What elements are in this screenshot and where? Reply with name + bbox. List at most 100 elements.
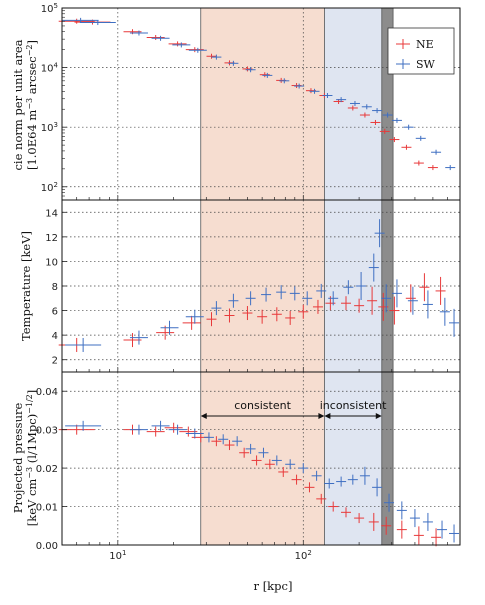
point-temp-ne xyxy=(242,306,253,321)
point-pressure-sw xyxy=(449,524,460,543)
point-pressure-sw xyxy=(245,443,256,454)
ytick-label: 10 xyxy=(45,257,58,268)
point-temp-sw xyxy=(276,285,287,300)
point-pressure-ne xyxy=(224,440,235,451)
point-pressure-sw xyxy=(298,463,309,474)
arrowhead-left xyxy=(324,413,331,419)
ytick-label: 103 xyxy=(41,121,58,134)
legend-label-ne: NE xyxy=(416,38,434,51)
point-norm-ne xyxy=(370,119,381,125)
ytick-label: 4 xyxy=(52,331,58,342)
point-pressure-sw xyxy=(151,420,170,431)
ytick-label: 0.03 xyxy=(36,426,58,437)
point-pressure-sw xyxy=(409,509,420,528)
point-temp-sw xyxy=(245,291,256,306)
point-temp-sw xyxy=(211,301,222,316)
point-norm-ne xyxy=(185,47,204,53)
point-pressure-ne xyxy=(381,516,392,535)
point-temp-ne xyxy=(367,286,378,315)
ytick-label: 105 xyxy=(41,2,58,15)
xtick-label: 101 xyxy=(109,549,126,562)
legend-marker-sw xyxy=(396,59,410,69)
point-temp-ne xyxy=(435,276,446,305)
point-pressure-sw xyxy=(232,436,243,447)
point-pressure-sw xyxy=(129,424,148,435)
ylabel-pressure-line1: Projected pressure xyxy=(11,403,25,514)
point-temp-sw xyxy=(391,279,402,308)
point-pressure-ne xyxy=(239,447,250,458)
point-norm-ne xyxy=(359,112,370,118)
point-pressure-ne xyxy=(396,520,407,539)
arrowhead-right xyxy=(375,413,382,419)
point-temp-ne xyxy=(206,312,217,327)
point-norm-sw xyxy=(129,30,148,36)
point-norm-sw xyxy=(336,97,347,103)
point-norm-ne xyxy=(347,105,358,111)
point-norm-sw xyxy=(431,149,442,155)
point-pressure-ne xyxy=(251,455,262,466)
legend-marker-ne xyxy=(396,39,410,49)
point-temp-sw xyxy=(185,309,204,324)
point-norm-sw xyxy=(403,124,414,130)
point-norm-sw xyxy=(372,108,383,114)
point-norm-ne xyxy=(389,137,400,143)
band-consistent xyxy=(200,8,325,545)
point-norm-sw xyxy=(382,112,393,118)
point-norm-sw xyxy=(279,78,290,84)
point-temp-sw xyxy=(316,283,327,298)
point-pressure-sw xyxy=(437,520,448,539)
point-pressure-sw xyxy=(324,478,335,489)
point-norm-ne xyxy=(401,144,412,150)
point-temp-ne xyxy=(271,307,282,322)
annotation-consistent: consistent xyxy=(200,399,325,419)
ylabel-norm-line1: cie norm per unit area xyxy=(11,39,25,170)
point-pressure-ne xyxy=(328,501,339,512)
panel-frame-pressure xyxy=(61,371,461,546)
point-pressure-ne xyxy=(316,493,327,504)
ylabel-norm-line2: [1.0E64 m−3 arcsec−2] xyxy=(25,40,40,170)
point-temp-sw xyxy=(449,308,460,337)
point-temp-sw xyxy=(368,253,379,282)
point-pressure-ne xyxy=(146,426,165,437)
annotation-inconsistent-label: inconsistent xyxy=(320,399,387,412)
point-temp-sw xyxy=(407,286,418,315)
point-norm-ne xyxy=(413,160,424,166)
legend-label-sw: SW xyxy=(416,58,436,71)
point-pressure-sw xyxy=(359,466,370,485)
point-temp-ne xyxy=(298,304,309,319)
point-norm-sw xyxy=(322,93,333,99)
point-temp-sw xyxy=(343,280,354,295)
point-norm-sw xyxy=(445,165,456,171)
point-norm-sw xyxy=(188,47,207,53)
point-pressure-ne xyxy=(341,507,352,518)
point-norm-sw xyxy=(349,100,360,106)
point-pressure-sw xyxy=(168,424,187,435)
data-layer xyxy=(58,17,460,547)
point-temp-ne xyxy=(354,298,365,313)
point-pressure-ne xyxy=(211,436,222,447)
ylabel-pressure-line2: [keV cm−3 (l/1Mpc)−1/2] xyxy=(25,390,40,527)
point-norm-sw xyxy=(309,88,320,94)
point-temp-ne xyxy=(312,299,323,314)
point-norm-ne xyxy=(379,128,390,134)
point-norm-sw xyxy=(211,54,222,60)
point-pressure-sw xyxy=(258,447,269,458)
ytick-label: 0.01 xyxy=(36,503,58,514)
point-pressure-ne xyxy=(164,422,183,433)
point-temp-sw xyxy=(381,284,392,313)
ytick-label: 102 xyxy=(41,181,58,194)
point-pressure-sw xyxy=(285,459,296,470)
point-temp-sw xyxy=(289,286,300,301)
ytick-label: 104 xyxy=(41,62,59,75)
point-norm-sw xyxy=(262,72,273,78)
annotation-consistent-label: consistent xyxy=(234,399,291,412)
point-norm-ne xyxy=(427,165,438,171)
point-pressure-ne xyxy=(413,526,424,545)
point-norm-ne xyxy=(259,72,270,78)
point-pressure-ne xyxy=(354,513,365,524)
point-pressure-sw xyxy=(384,493,395,512)
point-norm-sw xyxy=(79,20,116,26)
arrowhead-left xyxy=(200,413,207,419)
text-layer: 102 103 104 105 2 4 6 8 10 12 14 0.00 0.01 0.02 0.03 0.… xyxy=(36,2,312,562)
point-temp-ne xyxy=(405,284,416,313)
